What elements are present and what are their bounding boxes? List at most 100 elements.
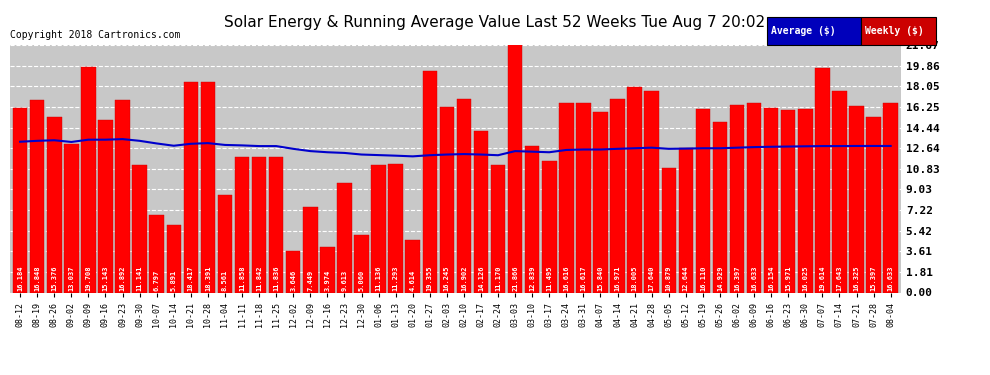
Bar xyxy=(423,72,437,292)
Bar xyxy=(491,165,505,292)
Text: 11.842: 11.842 xyxy=(256,266,262,291)
Text: 17.640: 17.640 xyxy=(648,266,654,291)
Text: 4.614: 4.614 xyxy=(410,270,416,291)
Text: 15.971: 15.971 xyxy=(785,266,791,291)
Text: 11.170: 11.170 xyxy=(495,266,501,291)
Text: Copyright 2018 Cartronics.com: Copyright 2018 Cartronics.com xyxy=(10,30,180,40)
Bar xyxy=(166,225,181,292)
Text: 7.449: 7.449 xyxy=(307,270,313,291)
Text: 19.708: 19.708 xyxy=(85,266,91,291)
Text: 8.561: 8.561 xyxy=(222,270,228,291)
Text: 18.005: 18.005 xyxy=(632,266,638,291)
Bar xyxy=(508,43,523,292)
Text: 16.892: 16.892 xyxy=(120,266,126,291)
Text: 18.391: 18.391 xyxy=(205,266,211,291)
Text: 11.136: 11.136 xyxy=(375,266,381,291)
Bar xyxy=(371,165,386,292)
Bar xyxy=(235,157,249,292)
Bar xyxy=(543,161,556,292)
Bar xyxy=(338,183,351,292)
Bar xyxy=(678,148,693,292)
Bar xyxy=(456,99,471,292)
Text: 16.154: 16.154 xyxy=(768,266,774,291)
Bar xyxy=(746,102,761,292)
Text: 16.617: 16.617 xyxy=(580,266,586,291)
Text: 15.840: 15.840 xyxy=(598,266,604,291)
Bar xyxy=(713,122,728,292)
Bar xyxy=(251,157,266,292)
Bar xyxy=(149,215,164,292)
Text: 15.397: 15.397 xyxy=(870,266,876,291)
Bar xyxy=(303,207,318,292)
Text: 5.060: 5.060 xyxy=(358,270,364,291)
Text: 11.141: 11.141 xyxy=(137,266,143,291)
Bar xyxy=(218,195,233,292)
Text: 16.397: 16.397 xyxy=(734,266,741,291)
Text: 14.126: 14.126 xyxy=(478,266,484,291)
Text: 15.376: 15.376 xyxy=(51,266,57,291)
Text: 14.929: 14.929 xyxy=(717,266,723,291)
Text: 16.848: 16.848 xyxy=(35,266,41,291)
Text: 5.891: 5.891 xyxy=(170,270,177,291)
Text: 16.616: 16.616 xyxy=(563,266,569,291)
Text: 21.866: 21.866 xyxy=(512,266,518,291)
Text: 13.037: 13.037 xyxy=(68,266,74,291)
Text: 3.646: 3.646 xyxy=(290,270,296,291)
Bar xyxy=(286,251,301,292)
Text: 16.025: 16.025 xyxy=(802,266,808,291)
Bar xyxy=(388,164,403,292)
Text: 16.633: 16.633 xyxy=(751,266,757,291)
Bar xyxy=(661,168,676,292)
Text: 11.293: 11.293 xyxy=(393,266,399,291)
Bar xyxy=(98,120,113,292)
Text: 11.836: 11.836 xyxy=(273,266,279,291)
Text: 6.797: 6.797 xyxy=(153,270,159,291)
Bar xyxy=(440,107,454,292)
Text: 11.495: 11.495 xyxy=(546,266,552,291)
Bar xyxy=(730,105,744,292)
Text: 3.974: 3.974 xyxy=(325,270,331,291)
Bar xyxy=(559,103,573,292)
Bar xyxy=(269,158,283,292)
Text: 19.355: 19.355 xyxy=(427,266,433,291)
Bar xyxy=(81,68,96,292)
Bar xyxy=(354,235,368,292)
Text: 16.245: 16.245 xyxy=(444,266,449,291)
Bar xyxy=(866,117,881,292)
Text: 10.879: 10.879 xyxy=(665,266,672,291)
Text: 17.643: 17.643 xyxy=(837,266,842,291)
Text: 16.902: 16.902 xyxy=(461,266,467,291)
Text: Solar Energy & Running Average Value Last 52 Weeks Tue Aug 7 20:02: Solar Energy & Running Average Value Las… xyxy=(225,15,765,30)
Text: 19.614: 19.614 xyxy=(820,266,826,291)
Text: 9.613: 9.613 xyxy=(342,270,347,291)
Text: Average ($): Average ($) xyxy=(771,26,836,36)
Bar xyxy=(320,247,335,292)
Bar xyxy=(201,82,215,292)
Text: 12.644: 12.644 xyxy=(683,266,689,291)
Bar xyxy=(764,108,778,292)
Bar xyxy=(696,108,710,292)
Bar xyxy=(781,110,796,292)
Bar xyxy=(849,106,863,292)
Bar xyxy=(883,102,898,292)
Bar xyxy=(474,131,488,292)
Text: 16.184: 16.184 xyxy=(17,266,23,291)
Bar xyxy=(576,103,591,292)
Text: 15.143: 15.143 xyxy=(103,266,109,291)
Bar xyxy=(593,112,608,292)
Bar xyxy=(644,91,659,292)
Bar xyxy=(406,240,420,292)
Bar xyxy=(30,100,45,292)
Bar xyxy=(628,87,642,292)
Text: 18.417: 18.417 xyxy=(188,266,194,291)
Bar xyxy=(815,69,830,292)
Bar xyxy=(133,165,147,292)
Text: Weekly ($): Weekly ($) xyxy=(865,26,924,36)
Text: 16.325: 16.325 xyxy=(853,266,859,291)
Text: 12.839: 12.839 xyxy=(530,266,536,291)
Text: 16.971: 16.971 xyxy=(615,266,621,291)
Bar xyxy=(183,82,198,292)
Bar xyxy=(610,99,625,292)
Text: 11.858: 11.858 xyxy=(239,266,246,291)
Bar xyxy=(115,100,130,292)
